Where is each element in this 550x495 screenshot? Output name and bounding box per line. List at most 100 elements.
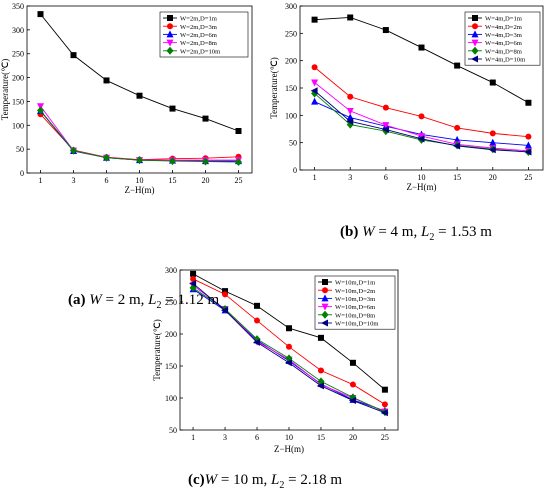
legend-marker xyxy=(321,310,329,319)
legend-entry: W=10m,D=6m xyxy=(335,304,376,311)
x-tick-label: 15 xyxy=(169,176,177,185)
data-point xyxy=(346,117,354,125)
data-point xyxy=(381,386,388,393)
legend-marker xyxy=(167,15,173,21)
x-tick-label: 1 xyxy=(191,433,195,442)
caption-b-l: L xyxy=(420,224,430,240)
data-point xyxy=(347,14,354,21)
data-point xyxy=(316,382,324,390)
series-1 xyxy=(190,275,388,408)
legend-entry: W=10m,D=3m xyxy=(335,296,376,303)
x-tick-label: 6 xyxy=(255,433,259,442)
caption-a-label: (a) xyxy=(68,292,86,308)
data-point xyxy=(317,334,324,341)
legend-entry: W=4m,D=1m xyxy=(485,16,523,23)
x-tick-label: 15 xyxy=(317,433,325,442)
caption-a-l: L xyxy=(148,292,157,308)
data-point xyxy=(381,401,388,408)
legend-marker xyxy=(471,46,479,55)
x-tick-label: 10 xyxy=(285,433,293,442)
data-point xyxy=(235,128,242,135)
data-point xyxy=(222,288,229,295)
data-point xyxy=(103,153,110,162)
x-axis-label: Z−H(m) xyxy=(124,185,154,195)
legend-marker xyxy=(321,303,329,311)
y-axis-label: Temperature(℃) xyxy=(269,57,279,118)
series-line xyxy=(40,110,239,162)
data-point xyxy=(454,62,461,69)
x-tick-label: 1 xyxy=(313,173,317,182)
data-point xyxy=(453,142,461,150)
x-tick-label: 6 xyxy=(105,176,109,185)
data-point xyxy=(524,148,532,156)
legend-marker xyxy=(321,319,328,327)
legend-entry: W=10m,D=2m xyxy=(335,288,376,295)
legend-entry: W=10m,D=8m xyxy=(335,312,376,319)
data-point xyxy=(418,113,425,120)
data-point xyxy=(136,92,143,99)
legend-marker xyxy=(167,23,173,30)
data-point xyxy=(525,99,532,106)
data-point xyxy=(417,135,425,143)
y-tick-label: 0 xyxy=(293,166,297,175)
caption-a-w: W xyxy=(89,292,102,308)
data-point xyxy=(254,302,261,309)
caption-b: (b) W = 4 m, L2 = 1.53 m xyxy=(340,224,492,243)
series-2 xyxy=(37,106,242,165)
caption-b-w-value: = 4 m, xyxy=(374,224,421,240)
y-tick-label: 200 xyxy=(285,57,297,66)
y-tick-label: 250 xyxy=(12,50,24,59)
legend-entry: W=2m,D=8m xyxy=(180,40,218,47)
series-0 xyxy=(311,14,532,106)
legend-entry: W=4m,D=8m xyxy=(485,48,523,55)
y-tick-label: 200 xyxy=(12,74,24,83)
data-point xyxy=(524,141,532,149)
x-tick-label: 6 xyxy=(384,173,388,182)
x-tick-label: 20 xyxy=(489,173,497,182)
data-point xyxy=(489,130,496,137)
series-4 xyxy=(311,89,532,156)
caption-a: (a) W = 2 m, L2 = 1.12 m xyxy=(68,292,219,311)
legend: W=10m,D=1mW=10m,D=2mW=10m,D=3mW=10m,D=6m… xyxy=(314,275,396,330)
data-point xyxy=(70,52,77,59)
data-point xyxy=(235,158,242,167)
legend-entry: W=4m,D=10m xyxy=(485,57,526,64)
series-3 xyxy=(37,103,242,165)
series-1 xyxy=(311,64,532,140)
x-tick-label: 3 xyxy=(348,173,352,182)
data-point xyxy=(190,270,197,277)
x-tick-label: 20 xyxy=(202,176,210,185)
legend: W=4m,D=1mW=4m,D=2mW=4m,D=3mW=4m,D=6mW=4m… xyxy=(464,11,541,66)
caption-c: (c)W = 10 m, L2 = 2.18 m xyxy=(188,472,342,491)
y-tick-label: 300 xyxy=(12,26,24,35)
legend-entry: W=10m,D=1m xyxy=(335,280,376,287)
data-point xyxy=(382,122,390,130)
data-point xyxy=(190,275,197,282)
x-tick-label: 10 xyxy=(418,173,426,182)
data-point xyxy=(311,97,319,105)
data-point xyxy=(346,107,354,115)
x-tick-label: 25 xyxy=(524,173,532,182)
legend-marker xyxy=(471,39,479,47)
legend-entry: W=4m,D=2m xyxy=(485,24,523,31)
caption-b-label: (b) xyxy=(340,224,359,240)
caption-c-l: L xyxy=(271,472,280,488)
caption-c-l-sub: 2 xyxy=(279,480,285,491)
x-tick-label: 15 xyxy=(453,173,461,182)
data-point xyxy=(189,279,197,287)
series-5 xyxy=(189,279,388,417)
series-0 xyxy=(37,11,242,135)
data-point xyxy=(285,359,292,367)
data-point xyxy=(348,397,356,405)
legend-box xyxy=(314,275,396,330)
y-tick-label: 300 xyxy=(165,266,177,275)
data-point xyxy=(37,11,44,18)
y-tick-label: 150 xyxy=(285,84,297,93)
y-tick-label: 150 xyxy=(165,362,177,371)
x-tick-label: 1 xyxy=(39,176,43,185)
series-line xyxy=(40,110,239,163)
data-point xyxy=(489,138,497,146)
data-point xyxy=(311,16,318,23)
chart-panel-0: 0 50 100 150 200 250 300 350 1 3 6 10 15 20 25 Z−H(m) Te… xyxy=(0,2,253,195)
